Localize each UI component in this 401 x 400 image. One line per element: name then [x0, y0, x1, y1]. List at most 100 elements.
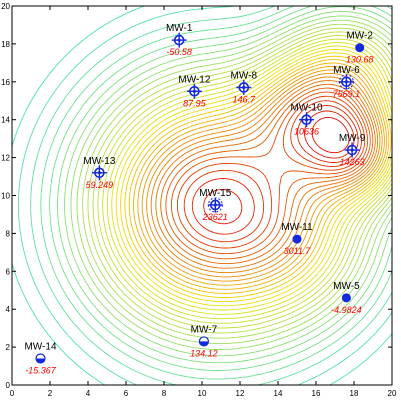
y-tick-label: 2: [6, 343, 11, 352]
x-tick-label: 2: [48, 389, 53, 398]
y-tick-label: 10: [1, 192, 10, 201]
well-rays-icon: [338, 74, 354, 90]
contour-lines: [11, 5, 393, 386]
x-tick-label: 10: [198, 389, 207, 398]
contour-line: [92, 31, 393, 329]
y-tick-label: 0: [6, 381, 11, 390]
contour-line: [128, 59, 390, 294]
well-mw-10: MW-10 10636: [290, 103, 322, 137]
well-mw-2: MW-2 130.68: [346, 31, 374, 65]
contour-line: [49, 5, 393, 371]
well-value-label: -50.58: [166, 47, 192, 57]
well-center-icon: [304, 118, 309, 122]
y-tick-label: 18: [1, 40, 10, 49]
well-mw-8: MW-8 146.7: [231, 70, 258, 104]
y-tick-label: 8: [6, 229, 11, 238]
well-mw-5: MW-5 -4.9824: [331, 281, 362, 315]
well-mw-6: MW-6 7569.1: [333, 65, 361, 99]
well-center-icon: [213, 203, 217, 207]
well-name-label: MW-1: [166, 23, 193, 34]
x-tick-label: 14: [274, 389, 283, 398]
well-rays-icon: [207, 197, 223, 213]
contour-line: [82, 23, 393, 339]
contour-line: [133, 62, 388, 290]
x-tick-label: 18: [350, 389, 359, 398]
well-value-label: 3011.7: [284, 246, 312, 256]
contour-line: [165, 87, 371, 260]
contour-line: [203, 110, 355, 225]
well-value-label: 134.12: [190, 348, 218, 358]
contour-line: [150, 76, 379, 274]
well-mw-15: MW-15 23621: [199, 188, 231, 222]
well-markers: MW-1-50.58MW-2130.68MW-1287.95MW-8146.7M…: [24, 23, 373, 375]
well-center-icon: [344, 80, 348, 84]
well-value-label: 7569.1: [333, 89, 361, 99]
x-tick-label: 4: [86, 389, 91, 398]
well-value-label: 10636: [294, 127, 319, 137]
contour-line: [87, 27, 393, 334]
well-value-label: 14263: [340, 157, 365, 167]
well-name-label: MW-14: [24, 341, 56, 352]
contour-line: [115, 48, 393, 307]
y-tick-label: 20: [1, 2, 10, 11]
well-name-label: MW-11: [281, 222, 313, 233]
well-marker-half-icon: [199, 341, 209, 346]
well-center-icon: [177, 38, 181, 42]
well-name-label: MW-6: [333, 65, 360, 76]
x-tick-label: 8: [162, 389, 167, 398]
x-tick-label: 0: [10, 389, 15, 398]
well-value-label: 23621: [202, 212, 228, 222]
x-tick-label: 6: [124, 389, 129, 398]
well-name-label: MW-2: [346, 31, 373, 42]
contour-line: [160, 83, 374, 265]
well-name-label: MW-13: [83, 156, 115, 167]
well-mw-13: MW-13 59.249: [83, 156, 115, 190]
contour-line: [183, 100, 363, 243]
x-tick-label: 12: [236, 389, 245, 398]
contour-line: [141, 69, 383, 282]
well-mw-7: MW-7 134.12: [190, 324, 218, 358]
well-mw-9: MW-9 14263: [339, 133, 366, 167]
contour-line: [57, 6, 393, 364]
y-tick-label: 16: [1, 78, 10, 87]
contour-line: [97, 35, 393, 324]
well-marker-icon: [355, 43, 365, 53]
well-name-label: MW-15: [199, 188, 231, 199]
contour-line: [170, 91, 369, 255]
contour-line: [311, 116, 350, 154]
contour-line: [146, 72, 381, 278]
well-mw-1: MW-1 -50.58: [166, 23, 193, 57]
contour-line: [64, 11, 393, 357]
x-tick-label: 20: [388, 389, 397, 398]
well-name-label: MW-8: [231, 70, 258, 81]
well-value-label: 87.95: [183, 98, 207, 108]
well-mw-11: MW-11 3011.7: [281, 222, 313, 256]
well-marker-half-icon: [36, 358, 45, 363]
contour-line: [102, 38, 393, 320]
well-value-label: 59.249: [86, 180, 114, 190]
contour-line: [11, 5, 393, 386]
well-name-label: MW-10: [290, 103, 322, 114]
y-tick-label: 14: [1, 116, 10, 125]
well-mw-14: MW-14 -15.367: [24, 341, 56, 375]
well-value-label: -15.367: [25, 365, 57, 375]
well-center-icon: [242, 85, 246, 90]
well-value-label: -4.9824: [331, 305, 362, 315]
well-marker-icon: [341, 293, 351, 303]
x-tick-label: 16: [312, 389, 321, 398]
contour-line: [76, 19, 393, 345]
contour-line: [120, 52, 393, 303]
well-mw-12: MW-12 87.95: [178, 74, 210, 108]
well-center-icon: [192, 89, 196, 93]
well-center-icon: [350, 148, 354, 152]
well-name-label: MW-9: [339, 133, 366, 144]
well-name-label: MW-7: [191, 324, 218, 335]
contour-line: [70, 15, 393, 350]
well-value-label: 146.7: [233, 94, 257, 104]
contour-line: [155, 80, 376, 269]
well-center-icon: [97, 171, 101, 175]
y-tick-label: 6: [6, 267, 11, 276]
y-tick-label: 12: [1, 154, 10, 163]
well-marker-icon: [292, 234, 302, 244]
